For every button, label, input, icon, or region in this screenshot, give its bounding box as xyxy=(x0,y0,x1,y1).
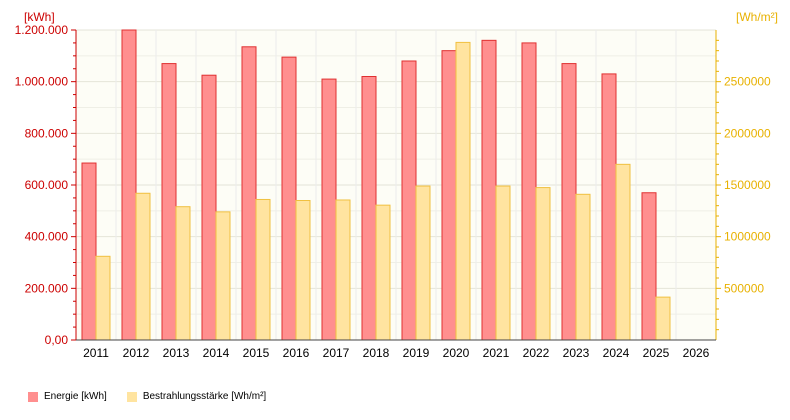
bar-bestrahlung xyxy=(95,255,111,341)
right-axis-unit: [Wh/m²] xyxy=(736,10,778,24)
left-tick-label: 800.000 xyxy=(25,126,69,140)
right-tick-labels: 500000 1000000 1500000 2000000 2500000 xyxy=(724,75,771,296)
axes-group xyxy=(71,29,721,341)
bar-bestrahlung xyxy=(615,163,631,341)
x-tick-label: 2013 xyxy=(163,346,190,360)
bar-bestrahlung xyxy=(295,200,311,341)
bar-bestrahlung xyxy=(215,211,231,341)
right-tick-label: 1500000 xyxy=(724,178,771,192)
legend-label-bestrahlung: Bestrahlungsstärke [Wh/m²] xyxy=(142,391,267,402)
bar-bestrahlung xyxy=(535,187,551,341)
x-tick-label: 2025 xyxy=(643,346,670,360)
bar-energie xyxy=(641,192,657,341)
right-tick-label: 2000000 xyxy=(724,126,771,140)
bar-energie xyxy=(201,74,217,341)
bar-bestrahlung xyxy=(375,204,391,341)
bar-energie xyxy=(121,29,137,341)
legend-swatch-energie xyxy=(28,391,38,402)
bar-energie xyxy=(561,63,577,341)
x-tick-label: 2022 xyxy=(523,346,550,360)
x-tick-label: 2015 xyxy=(243,346,270,360)
bar-energie xyxy=(241,46,257,341)
left-tick-label: 600.000 xyxy=(25,178,69,192)
left-axis-unit: [kWh] xyxy=(24,10,55,24)
bar-bestrahlung xyxy=(135,192,151,341)
right-tick-label: 500000 xyxy=(724,281,764,295)
bars-group xyxy=(81,29,671,341)
x-tick-label: 2016 xyxy=(283,346,310,360)
x-tick-label: 2026 xyxy=(683,346,710,360)
left-tick-label: 200.000 xyxy=(25,281,69,295)
legend-item-bestrahlung[interactable]: Bestrahlungsstärke [Wh/m²] xyxy=(126,391,267,402)
bar-bestrahlung xyxy=(655,296,671,341)
x-tick-labels: 2011 2012 2013 2014 2015 2016 2017 2018 2019 2020… xyxy=(83,346,710,360)
bar-energie xyxy=(161,63,177,341)
x-tick-label: 2012 xyxy=(123,346,150,360)
legend-swatch-bestrahlung xyxy=(126,391,137,402)
bar-energie xyxy=(601,73,617,341)
bar-bestrahlung xyxy=(175,206,191,341)
x-tick-label: 2020 xyxy=(443,346,470,360)
x-tick-label: 2017 xyxy=(323,346,350,360)
bar-energie xyxy=(81,162,97,341)
x-tick-label: 2021 xyxy=(483,346,510,360)
bar-bestrahlung xyxy=(255,198,271,341)
legend: Energie [kWh] Bestrahlungsstärke [Wh/m²] xyxy=(28,391,286,402)
bar-energie xyxy=(441,50,457,341)
left-tick-label: 400.000 xyxy=(25,230,69,244)
right-tick-label: 1000000 xyxy=(724,230,771,244)
legend-label-energie: Energie [kWh] xyxy=(44,391,107,402)
bar-energie xyxy=(521,42,537,341)
bar-energie xyxy=(361,76,377,341)
left-tick-labels: 0,00 200.000 400.000 600.000 800.000 1.000.00… xyxy=(15,23,69,347)
bar-energie xyxy=(481,39,497,341)
bar-bestrahlung xyxy=(455,41,471,341)
bar-bestrahlung xyxy=(415,185,431,341)
bar-bestrahlung xyxy=(495,185,511,341)
x-tick-label: 2024 xyxy=(603,346,630,360)
x-tick-label: 2019 xyxy=(403,346,430,360)
bar-energie xyxy=(281,56,297,341)
x-tick-label: 2014 xyxy=(203,346,230,360)
x-tick-label: 2011 xyxy=(83,346,109,360)
bar-bestrahlung xyxy=(575,193,591,341)
left-tick-label: 1.000.000 xyxy=(15,75,69,89)
left-tick-label: 0,00 xyxy=(45,333,69,347)
legend-item-energie[interactable]: Energie [kWh] xyxy=(28,391,107,402)
bar-energie xyxy=(321,78,337,341)
bar-energie xyxy=(401,60,417,341)
left-tick-label: 1.200.000 xyxy=(15,23,69,37)
bar-bestrahlung xyxy=(335,199,351,341)
x-tick-label: 2023 xyxy=(563,346,590,360)
right-tick-label: 2500000 xyxy=(724,75,771,89)
x-tick-label: 2018 xyxy=(363,346,390,360)
